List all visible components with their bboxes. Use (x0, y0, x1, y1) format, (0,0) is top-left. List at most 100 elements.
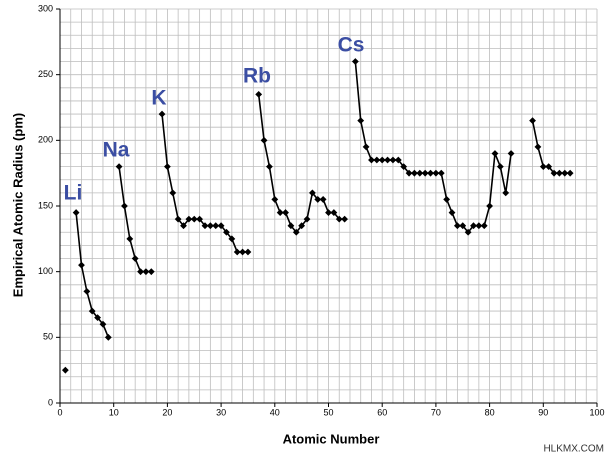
data-point (287, 222, 295, 230)
y-tick-label: 0 (48, 397, 53, 407)
annotation: Rb (243, 65, 271, 88)
y-axis-title: Empirical Atomic Radius (pm) (10, 113, 25, 297)
data-point (529, 117, 536, 125)
data-point (292, 228, 300, 236)
data-point (427, 169, 434, 177)
x-tick-label: 60 (377, 407, 387, 417)
data-point (83, 287, 91, 295)
data-point (486, 202, 493, 210)
annotation: Na (103, 139, 130, 162)
data-point (115, 163, 123, 170)
data-point (453, 222, 461, 230)
data-point (368, 156, 375, 164)
x-tick-label: 90 (538, 407, 548, 417)
data-point (137, 268, 144, 276)
annotation: K (151, 87, 166, 110)
data-point (335, 215, 343, 223)
data-point (276, 209, 284, 216)
x-tick-label: 10 (109, 407, 119, 417)
data-point (394, 156, 402, 164)
y-tick-label: 200 (38, 135, 53, 145)
watermark: HLKMX.COM (543, 444, 604, 455)
data-point (126, 235, 134, 243)
data-point (158, 110, 166, 118)
data-point (319, 196, 327, 203)
data-point (464, 228, 472, 236)
data-point (196, 215, 204, 223)
y-tick-label: 150 (38, 200, 53, 210)
data-point (325, 209, 332, 216)
data-point (341, 215, 349, 223)
data-point (314, 196, 322, 203)
x-tick-label: 100 (589, 407, 604, 417)
x-tick-label: 70 (431, 407, 441, 417)
x-tick-label: 50 (323, 407, 333, 417)
data-point (206, 222, 214, 230)
data-point (88, 307, 96, 315)
data-point (470, 222, 477, 230)
y-tick-label: 300 (38, 3, 53, 13)
data-point (491, 150, 499, 157)
data-point (507, 150, 515, 157)
y-tick-label: 100 (38, 266, 53, 276)
data-point (142, 268, 150, 276)
data-point (223, 228, 230, 236)
data-point (351, 58, 359, 65)
data-point (502, 189, 510, 197)
data-point (78, 261, 85, 269)
data-point (357, 117, 365, 125)
annotation: Cs (338, 34, 365, 57)
data-point (566, 169, 574, 177)
data-point (282, 209, 289, 216)
data-point (437, 169, 445, 177)
data-point (303, 215, 311, 223)
data-point (94, 314, 101, 322)
data-point (239, 248, 246, 256)
y-tick-label: 50 (43, 332, 53, 342)
data-point (330, 209, 338, 216)
data-point (147, 268, 155, 276)
data-point (448, 209, 456, 216)
data-point (475, 222, 483, 230)
data-point (432, 169, 440, 177)
data-point (400, 163, 408, 170)
data-point (180, 222, 187, 230)
data-point (550, 169, 558, 177)
data-point (169, 189, 177, 197)
data-point (556, 169, 563, 177)
data-point (308, 189, 316, 197)
data-point (496, 163, 504, 170)
data-point (421, 169, 429, 177)
data-point (104, 333, 112, 341)
x-tick-label: 0 (57, 407, 62, 417)
data-point (545, 163, 553, 170)
y-tick-label: 250 (38, 69, 53, 79)
data-point (72, 209, 80, 216)
data-point (561, 169, 569, 177)
data-point (61, 366, 69, 374)
data-point (459, 222, 467, 230)
data-point (174, 215, 182, 223)
data-point (480, 222, 488, 230)
data-point (389, 156, 397, 164)
data-point (260, 136, 268, 144)
x-axis-title: Atomic Number (283, 431, 380, 446)
data-point (266, 163, 273, 170)
annotation: Li (64, 182, 83, 205)
data-point (233, 248, 241, 256)
data-point (534, 143, 542, 151)
data-point (373, 156, 381, 164)
data-point (362, 143, 370, 151)
data-point (228, 235, 236, 243)
data-point (190, 215, 198, 223)
data-point (378, 156, 386, 164)
data-point (271, 196, 279, 203)
data-point (212, 222, 220, 230)
x-tick-label: 80 (485, 407, 495, 417)
data-point (384, 156, 391, 164)
data-point (411, 169, 418, 177)
data-point (298, 222, 306, 230)
data-point (443, 196, 451, 203)
data-point (217, 222, 225, 230)
